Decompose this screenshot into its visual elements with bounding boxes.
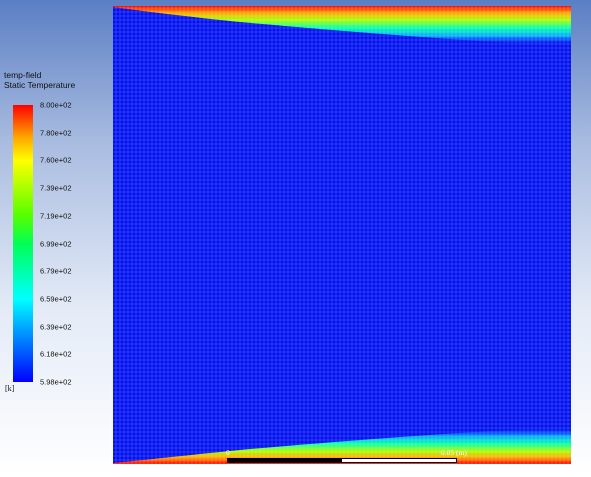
legend-tick-label: 6.39e+02 xyxy=(40,322,72,332)
legend-title-variable: Static Temperature xyxy=(4,80,76,90)
legend-tick-label: 7.60e+02 xyxy=(40,155,72,165)
legend-title: temp-field Static Temperature xyxy=(4,70,75,90)
legend-tick-label: 7.19e+02 xyxy=(40,211,72,221)
legend-tick-label: 6.59e+02 xyxy=(40,294,72,304)
legend-tick-label: 5.98e+02 xyxy=(40,377,72,387)
color-bar xyxy=(13,105,33,382)
legend-tick-label: 6.18e+02 xyxy=(40,349,72,359)
legend-tick-label: 6.99e+02 xyxy=(40,239,72,248)
scale-start-label: 0 xyxy=(226,448,230,457)
scale-bar-filled-half xyxy=(228,459,342,462)
legend-unit: [k] xyxy=(5,384,15,393)
legend-tick-label: 7.80e+02 xyxy=(40,128,72,138)
legend-tick-label: 8.00e+02 xyxy=(40,100,72,110)
mesh-grid xyxy=(113,6,571,464)
legend-tick-label: 6.79e+02 xyxy=(40,266,72,276)
legend-tick-label: 7.39e+02 xyxy=(40,183,72,193)
scale-bar xyxy=(227,458,457,463)
legend-title-name: temp-field xyxy=(4,70,42,80)
scale-end-label: 0.05 (m) xyxy=(441,448,467,457)
